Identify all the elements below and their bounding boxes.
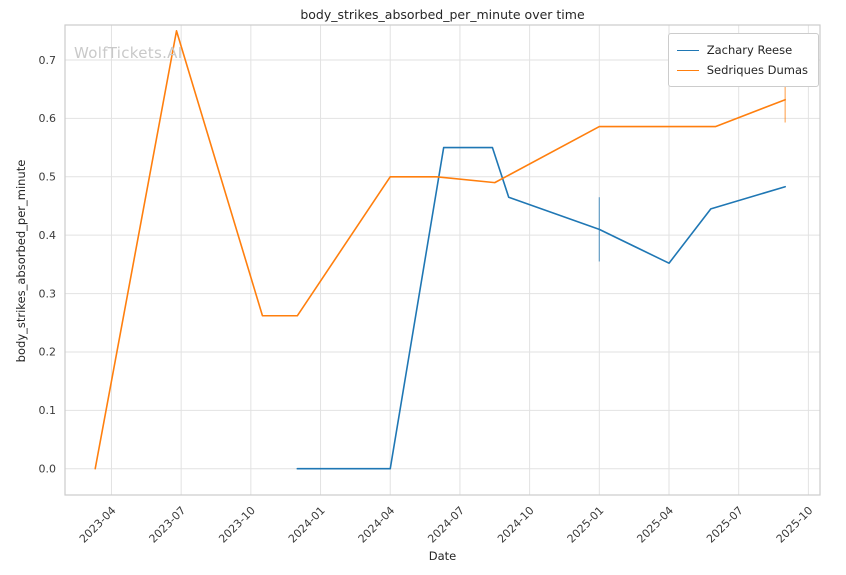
legend-line-swatch (676, 69, 699, 71)
legend-line-swatch (676, 49, 699, 51)
x-tick-label: 2023-10 (216, 504, 258, 546)
x-tick-label: 2024-10 (495, 504, 537, 546)
legend-entry: Zachary Reese (676, 40, 808, 60)
y-tick-label: 0.3 (39, 287, 57, 300)
y-tick-label: 0.6 (39, 112, 57, 125)
x-tick-label: 2025-01 (565, 504, 607, 546)
x-tick-label: 2025-10 (774, 504, 816, 546)
y-tick-label: 0.0 (39, 462, 57, 475)
x-tick-label: 2024-04 (356, 504, 398, 546)
y-axis-label: body_strikes_absorbed_per_minute (14, 159, 28, 363)
y-tick-label: 0.5 (39, 171, 57, 184)
legend-label: Zachary Reese (706, 43, 793, 57)
y-tick-label: 0.2 (39, 346, 57, 359)
x-tick-label: 2025-04 (634, 504, 676, 546)
x-tick-label: 2023-07 (147, 504, 189, 546)
plot-border (64, 24, 821, 496)
legend-entry: Sedriques Dumas (676, 60, 808, 80)
x-tick-label: 2024-07 (425, 504, 467, 546)
series-line-sedriques-dumas (94, 30, 786, 470)
x-tick-label: 2025-07 (704, 504, 746, 546)
legend: Zachary Reese Sedriques Dumas (667, 33, 819, 87)
legend-label: Sedriques Dumas (706, 63, 808, 77)
series-line-zachary-reese (296, 146, 786, 470)
y-tick-label: 0.4 (39, 229, 57, 242)
x-tick-label: 2023-04 (77, 504, 119, 546)
x-axis-label: Date (428, 549, 457, 563)
chart-title: body_strikes_absorbed_per_minute over ti… (300, 7, 585, 22)
y-tick-label: 0.7 (39, 54, 57, 67)
y-tick-label: 0.1 (39, 404, 57, 417)
watermark: WolfTickets.AI (74, 44, 183, 62)
x-tick-label: 2024-01 (286, 504, 328, 546)
